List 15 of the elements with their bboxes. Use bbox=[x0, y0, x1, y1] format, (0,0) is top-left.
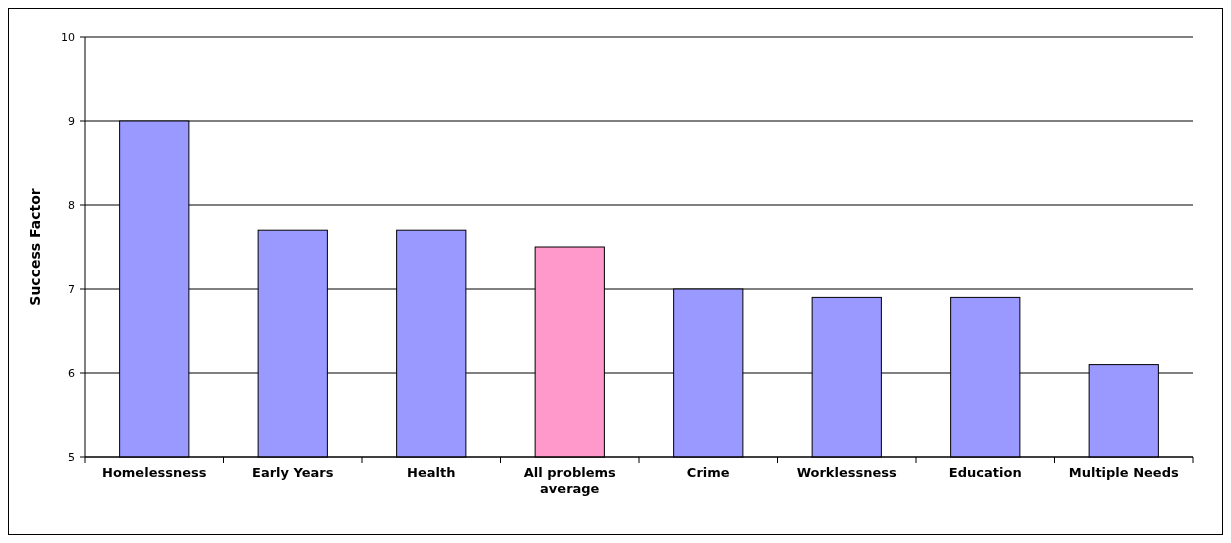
y-tick-label: 10 bbox=[61, 30, 75, 44]
x-tick-label: Education bbox=[948, 465, 1022, 480]
y-tick-label: 8 bbox=[68, 198, 75, 212]
y-tick-label: 5 bbox=[68, 450, 75, 464]
x-tick-label: Worklessness bbox=[796, 465, 898, 480]
y-tick-label: 7 bbox=[68, 282, 75, 296]
y-tick-label: 9 bbox=[68, 114, 75, 128]
x-tick-label: Health bbox=[407, 465, 456, 480]
x-tick-label: Multiple Needs bbox=[1068, 465, 1179, 480]
x-tick-label: Early Years bbox=[252, 465, 334, 480]
y-tick-label: 6 bbox=[68, 366, 75, 380]
x-tick-label: Homelessness bbox=[102, 465, 207, 480]
x-tick-label: Crime bbox=[686, 465, 730, 480]
y-axis-title: Success Factor bbox=[27, 188, 43, 306]
x-tick-label: All problems average bbox=[523, 465, 617, 496]
